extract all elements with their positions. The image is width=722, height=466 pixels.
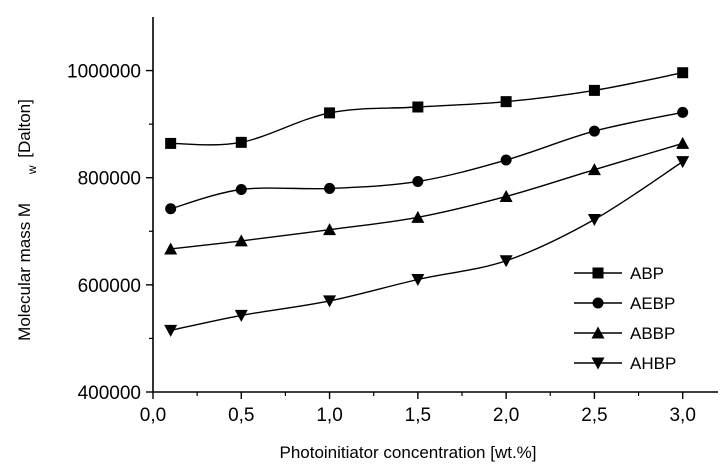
data-point: [234, 309, 248, 322]
legend-label: ABP: [630, 264, 664, 283]
svg-text:Molecular mass M w: Molecular mass M w [Dalton]: [15, 99, 40, 341]
x-tick-label: 2,5: [581, 405, 607, 426]
data-point: [324, 182, 336, 194]
legend-item-ahbp: AHBP: [574, 354, 676, 373]
data-point: [676, 136, 690, 149]
data-point: [164, 324, 178, 337]
axes: [152, 17, 718, 393]
x-tick-label: 1,0: [316, 405, 342, 426]
y-axis-title: Molecular mass M w [Dalton]: [15, 99, 40, 341]
legend-marker: [592, 267, 604, 279]
series-abp: [165, 67, 689, 149]
y-axis-title-subscript: w: [25, 165, 39, 175]
series-line: [170, 142, 683, 250]
legend-item-abp: ABP: [574, 264, 664, 283]
series-line: [170, 111, 683, 210]
legend-label: AEBP: [630, 294, 675, 313]
series-abbp: [164, 136, 690, 255]
legend-label: AHBP: [630, 354, 676, 373]
data-point: [677, 106, 689, 118]
series-line: [170, 72, 683, 146]
y-axis-ticks: 400000 600000 800000 1000000: [67, 62, 153, 404]
series-aebp: [165, 106, 689, 215]
data-point: [500, 154, 512, 166]
x-axis-ticks: 0,0 0,5 1,0 1,5 2,0 2,5 3,0: [140, 392, 696, 426]
x-tick-label: 1,5: [405, 405, 431, 426]
data-point: [587, 214, 601, 226]
series-layer: [164, 67, 690, 337]
data-point: [412, 101, 424, 113]
series-ahbp: [164, 156, 690, 337]
x-tick-label: 0,0: [140, 405, 166, 426]
data-point: [165, 137, 177, 149]
data-point: [165, 203, 177, 215]
legend-item-aebp: AEBP: [574, 294, 675, 313]
y-axis-title-unit: [Dalton]: [15, 99, 34, 158]
data-point: [588, 84, 600, 96]
legend-marker: [592, 297, 604, 309]
data-point: [412, 175, 424, 187]
data-point: [235, 184, 247, 195]
data-point: [323, 223, 337, 236]
data-point: [499, 189, 513, 202]
legend-label: ABBP: [630, 324, 675, 343]
x-tick-label: 3,0: [669, 405, 695, 426]
data-point: [235, 136, 247, 148]
data-point: [324, 107, 336, 119]
data-point: [677, 67, 689, 79]
y-tick-label: 800000: [78, 169, 141, 190]
data-point: [499, 255, 513, 268]
x-tick-label: 2,0: [493, 405, 519, 426]
x-tick-label: 0,5: [228, 405, 254, 426]
data-point: [500, 96, 512, 108]
data-point: [164, 242, 178, 255]
data-point: [323, 295, 337, 308]
data-point: [676, 156, 690, 169]
legend: ABP AEBP ABBP AHBP: [574, 264, 676, 373]
data-point: [588, 125, 600, 137]
y-tick-label: 600000: [78, 276, 141, 297]
legend-marker: [591, 357, 605, 370]
legend-item-abbp: ABBP: [574, 324, 675, 343]
x-axis-title: Photoinitiator concentration [wt.%]: [279, 443, 536, 462]
y-tick-label: 400000: [78, 383, 141, 404]
y-tick-label: 1000000: [67, 62, 141, 83]
data-point: [234, 234, 248, 247]
y-axis-title-main: Molecular mass M: [15, 203, 34, 341]
legend-marker: [591, 326, 605, 339]
data-point: [411, 210, 425, 223]
data-point: [411, 274, 425, 286]
data-point: [587, 163, 601, 176]
